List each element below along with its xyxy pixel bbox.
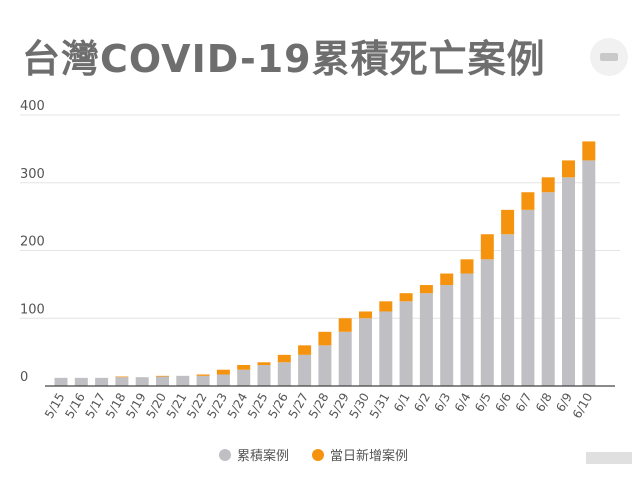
bar-cumulative: [135, 377, 149, 386]
bar-daily-new: [156, 375, 169, 377]
bar-daily-new: [562, 160, 575, 178]
bar-daily-new: [379, 301, 393, 312]
bar-cumulative: [582, 160, 596, 386]
bars: [54, 141, 596, 386]
bar-cumulative: [379, 311, 393, 386]
x-tick-label: 5/22: [184, 391, 210, 421]
bar-cumulative: [460, 273, 474, 386]
legend-swatch: [312, 449, 324, 461]
bar-cumulative: [176, 375, 190, 386]
bar-cumulative: [54, 377, 68, 386]
bar-daily-new: [338, 318, 352, 332]
gridlines: [20, 114, 620, 319]
bar-daily-new: [359, 311, 372, 319]
watermark: [586, 452, 632, 464]
bar-cumulative: [501, 234, 515, 386]
chart-title: 台灣COVID-19累積死亡案例: [22, 37, 546, 81]
x-tick-label: 6/5: [472, 391, 494, 415]
x-tick-label: 5/23: [204, 391, 230, 421]
bar-cumulative: [74, 377, 88, 386]
x-tick-label: 5/31: [367, 391, 393, 421]
x-tick-label: 5/18: [103, 391, 129, 421]
bar-cumulative: [318, 345, 332, 386]
legend-label: 累積案例: [237, 449, 289, 464]
x-tick-label: 6/3: [432, 391, 454, 415]
bar-cumulative: [115, 377, 129, 386]
y-tick-label: 200: [20, 235, 45, 250]
bar-cumulative: [95, 377, 109, 386]
bar-cumulative: [196, 375, 210, 386]
x-tick-label: 6/4: [452, 391, 474, 415]
x-tick-label: 5/29: [326, 391, 352, 421]
x-tick-label: 5/27: [286, 391, 312, 421]
bar-daily-new: [419, 285, 433, 294]
bar-daily-new: [440, 273, 454, 286]
bar-cumulative: [216, 374, 230, 386]
bar-daily-new: [318, 331, 332, 346]
x-tick-label: 6/7: [513, 391, 535, 415]
y-tick-label: 100: [20, 302, 45, 317]
legend: 累積案例 當日新增案例: [219, 448, 408, 464]
y-tick-label: 0: [20, 370, 28, 385]
bar-daily-new: [582, 141, 596, 161]
bar-cumulative: [541, 192, 555, 386]
bar-daily-new: [277, 354, 291, 363]
x-tick-label: 5/16: [62, 391, 88, 421]
bar-daily-new: [501, 209, 515, 235]
bar-daily-new: [541, 177, 555, 193]
x-tick-label: 6/6: [492, 390, 514, 414]
bar-daily-new: [257, 362, 271, 365]
bar-cumulative: [359, 318, 372, 386]
x-tick-label: 5/20: [143, 391, 169, 421]
x-tick-label: 5/24: [225, 391, 251, 421]
x-tick-label: 5/30: [346, 391, 372, 421]
legend-swatch: [219, 449, 231, 461]
legend-label: 當日新增案例: [330, 448, 408, 464]
bar-daily-new: [298, 345, 312, 355]
bar-cumulative: [156, 376, 169, 386]
bar-daily-new: [521, 192, 535, 210]
x-tick-label: 5/21: [164, 391, 190, 421]
logo-icon: [590, 38, 628, 76]
bar-cumulative: [237, 369, 251, 386]
x-tick-label: 6/2: [411, 391, 433, 415]
bar-cumulative: [419, 293, 433, 386]
bar-cumulative: [298, 354, 312, 386]
bar-cumulative: [440, 285, 454, 386]
x-tick-label: 5/25: [245, 391, 271, 421]
bar-daily-new: [480, 234, 494, 260]
x-tick-label: 6/1: [391, 391, 413, 415]
bar-cumulative: [562, 177, 575, 386]
x-tick-label: 5/19: [123, 391, 149, 421]
x-tick-label: 5/15: [42, 391, 68, 421]
x-axis-ticks: 5/155/165/175/185/195/205/215/225/235/24…: [42, 390, 595, 420]
bar-cumulative: [480, 259, 494, 386]
bar-daily-new: [196, 374, 210, 376]
bar-daily-new: [460, 259, 474, 274]
bar-daily-new: [237, 364, 251, 370]
bar-cumulative: [521, 209, 535, 386]
y-tick-label: 300: [20, 167, 45, 182]
bar-cumulative: [277, 362, 291, 386]
x-tick-label: 5/26: [265, 391, 291, 421]
bar-daily-new: [216, 369, 230, 375]
bar-daily-new: [115, 376, 129, 378]
y-tick-label: 400: [20, 99, 45, 114]
x-tick-label: 5/28: [306, 391, 332, 421]
bar-cumulative: [399, 301, 413, 386]
bar-daily-new: [399, 293, 413, 302]
x-tick-label: 6/8: [533, 391, 555, 415]
bar-cumulative: [338, 331, 352, 386]
x-tick-label: 6/10: [570, 391, 596, 421]
bar-cumulative: [257, 364, 271, 386]
y-axis-ticks: 0 100 200 300 400: [20, 99, 45, 385]
x-tick-label: 5/17: [83, 391, 109, 421]
